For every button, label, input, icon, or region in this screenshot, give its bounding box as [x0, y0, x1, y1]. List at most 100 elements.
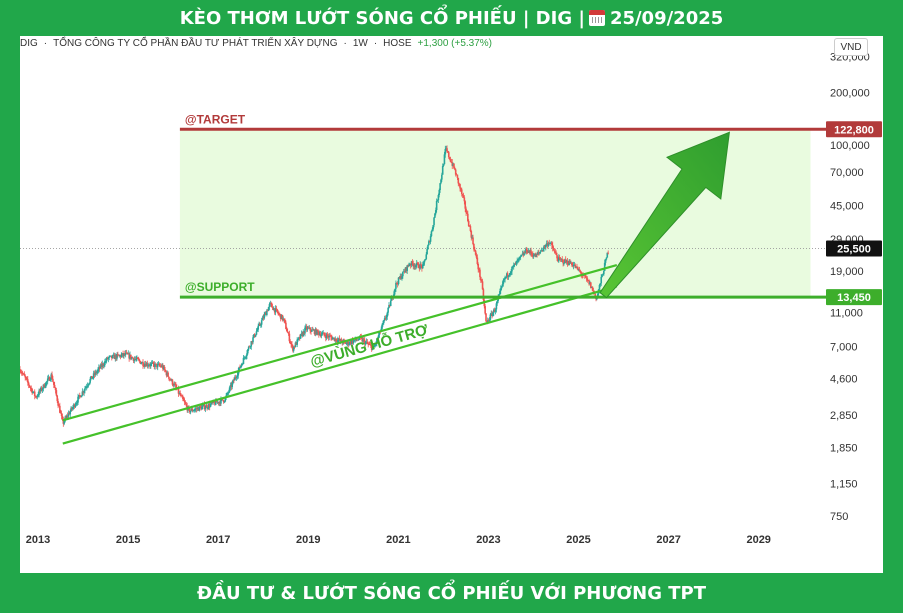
- candle-body: [45, 382, 47, 387]
- candle-body: [394, 288, 396, 292]
- candle-body: [564, 259, 567, 263]
- candle-body: [420, 264, 422, 266]
- candle-body: [526, 252, 529, 253]
- candle-body: [25, 377, 27, 379]
- candle-body: [538, 252, 541, 253]
- candle-body: [62, 419, 65, 424]
- candle-body: [530, 250, 532, 254]
- y-tick-label: 11,000: [830, 307, 863, 319]
- candle-body: [555, 252, 557, 255]
- candle-body: [568, 260, 570, 265]
- candle-body: [429, 236, 432, 242]
- candle-body: [572, 264, 575, 267]
- candle-body: [181, 395, 183, 397]
- candle-body: [111, 355, 114, 359]
- candle-body: [316, 329, 318, 335]
- candle-body: [598, 285, 601, 290]
- candle-body: [309, 327, 311, 331]
- candle-body: [145, 363, 148, 367]
- candle-body: [349, 341, 351, 344]
- candle-body: [377, 335, 380, 339]
- candle-body: [295, 342, 298, 345]
- candle-body: [336, 341, 338, 343]
- candle-body: [408, 265, 410, 267]
- candle-body: [258, 323, 260, 326]
- support-price-badge: 13,450: [837, 292, 871, 304]
- candle-body: [415, 265, 417, 267]
- candle-body: [413, 265, 415, 267]
- candle-body: [99, 364, 102, 369]
- candle-body: [344, 341, 347, 344]
- candle-body: [428, 241, 430, 246]
- candle-body: [557, 257, 560, 262]
- x-tick-label: 2017: [206, 534, 230, 546]
- candle-body: [525, 248, 528, 253]
- candle-body: [514, 263, 517, 265]
- candle-body: [303, 331, 305, 334]
- candle-body: [31, 388, 33, 394]
- candle-body: [577, 266, 579, 270]
- candle-body: [111, 355, 113, 359]
- y-tick-label: 70,000: [830, 167, 864, 179]
- candle-body: [80, 395, 83, 398]
- candle-body: [496, 301, 499, 304]
- candle-body: [544, 245, 547, 248]
- candle-body: [567, 263, 570, 265]
- candle-body: [453, 163, 455, 169]
- candle-body: [288, 333, 291, 342]
- candle-body: [472, 237, 474, 245]
- candle-body: [255, 331, 258, 335]
- y-tick-label: 750: [830, 511, 848, 523]
- candle-body: [271, 304, 273, 308]
- candle-body: [490, 313, 493, 315]
- candle-body: [78, 395, 80, 397]
- candle-body: [324, 334, 326, 336]
- candle-body: [65, 415, 68, 418]
- candle-body: [27, 382, 30, 386]
- candle-body: [434, 210, 437, 214]
- candle-body: [436, 200, 439, 202]
- candle-body: [509, 273, 512, 275]
- candle-body: [185, 403, 188, 406]
- candle-body: [234, 377, 237, 379]
- candle-body: [24, 375, 26, 378]
- candle-body: [127, 353, 130, 355]
- candle-body: [442, 164, 445, 167]
- candle-body: [471, 237, 473, 239]
- candle-body: [457, 177, 460, 184]
- candle-body: [133, 358, 136, 361]
- candle-body: [243, 357, 246, 359]
- candle-body: [297, 338, 299, 340]
- candle-body: [278, 313, 280, 315]
- candle-body: [137, 358, 140, 360]
- candle-body: [321, 333, 324, 335]
- candle-body: [432, 225, 434, 230]
- candle-body: [92, 373, 95, 378]
- candle-body: [293, 346, 296, 348]
- candle-body: [232, 379, 234, 383]
- candle-body: [363, 339, 365, 341]
- candle-body: [57, 401, 59, 406]
- candle-body: [60, 413, 63, 417]
- candle-body: [524, 252, 526, 254]
- candle-body: [102, 363, 104, 366]
- candle-body: [217, 401, 220, 404]
- candle-body: [455, 174, 458, 176]
- candle-body: [213, 401, 215, 403]
- candle-body: [335, 338, 337, 342]
- price-chart[interactable]: 320,000200,000100,00070,00045,00029,0001…: [20, 36, 883, 573]
- candle-body: [508, 274, 511, 276]
- candle-body: [158, 363, 161, 366]
- candle-body: [378, 331, 381, 336]
- candle-body: [373, 346, 376, 348]
- candle-body: [351, 340, 354, 344]
- candle-body: [222, 400, 225, 402]
- currency-selector[interactable]: VND: [834, 38, 868, 56]
- candle-body: [61, 416, 64, 420]
- chart-panel[interactable]: 320,000 200,000 100,000 70,000 45,000 29,000 1…: [20, 36, 883, 573]
- candle-body: [240, 363, 243, 366]
- candle-body: [558, 257, 561, 259]
- legend-company: TỔNG CÔNG TY CỔ PHẦN ĐẦU TƯ PHÁT TRIỂN X…: [53, 37, 338, 49]
- candle-body: [549, 243, 551, 244]
- candle-body: [388, 305, 390, 308]
